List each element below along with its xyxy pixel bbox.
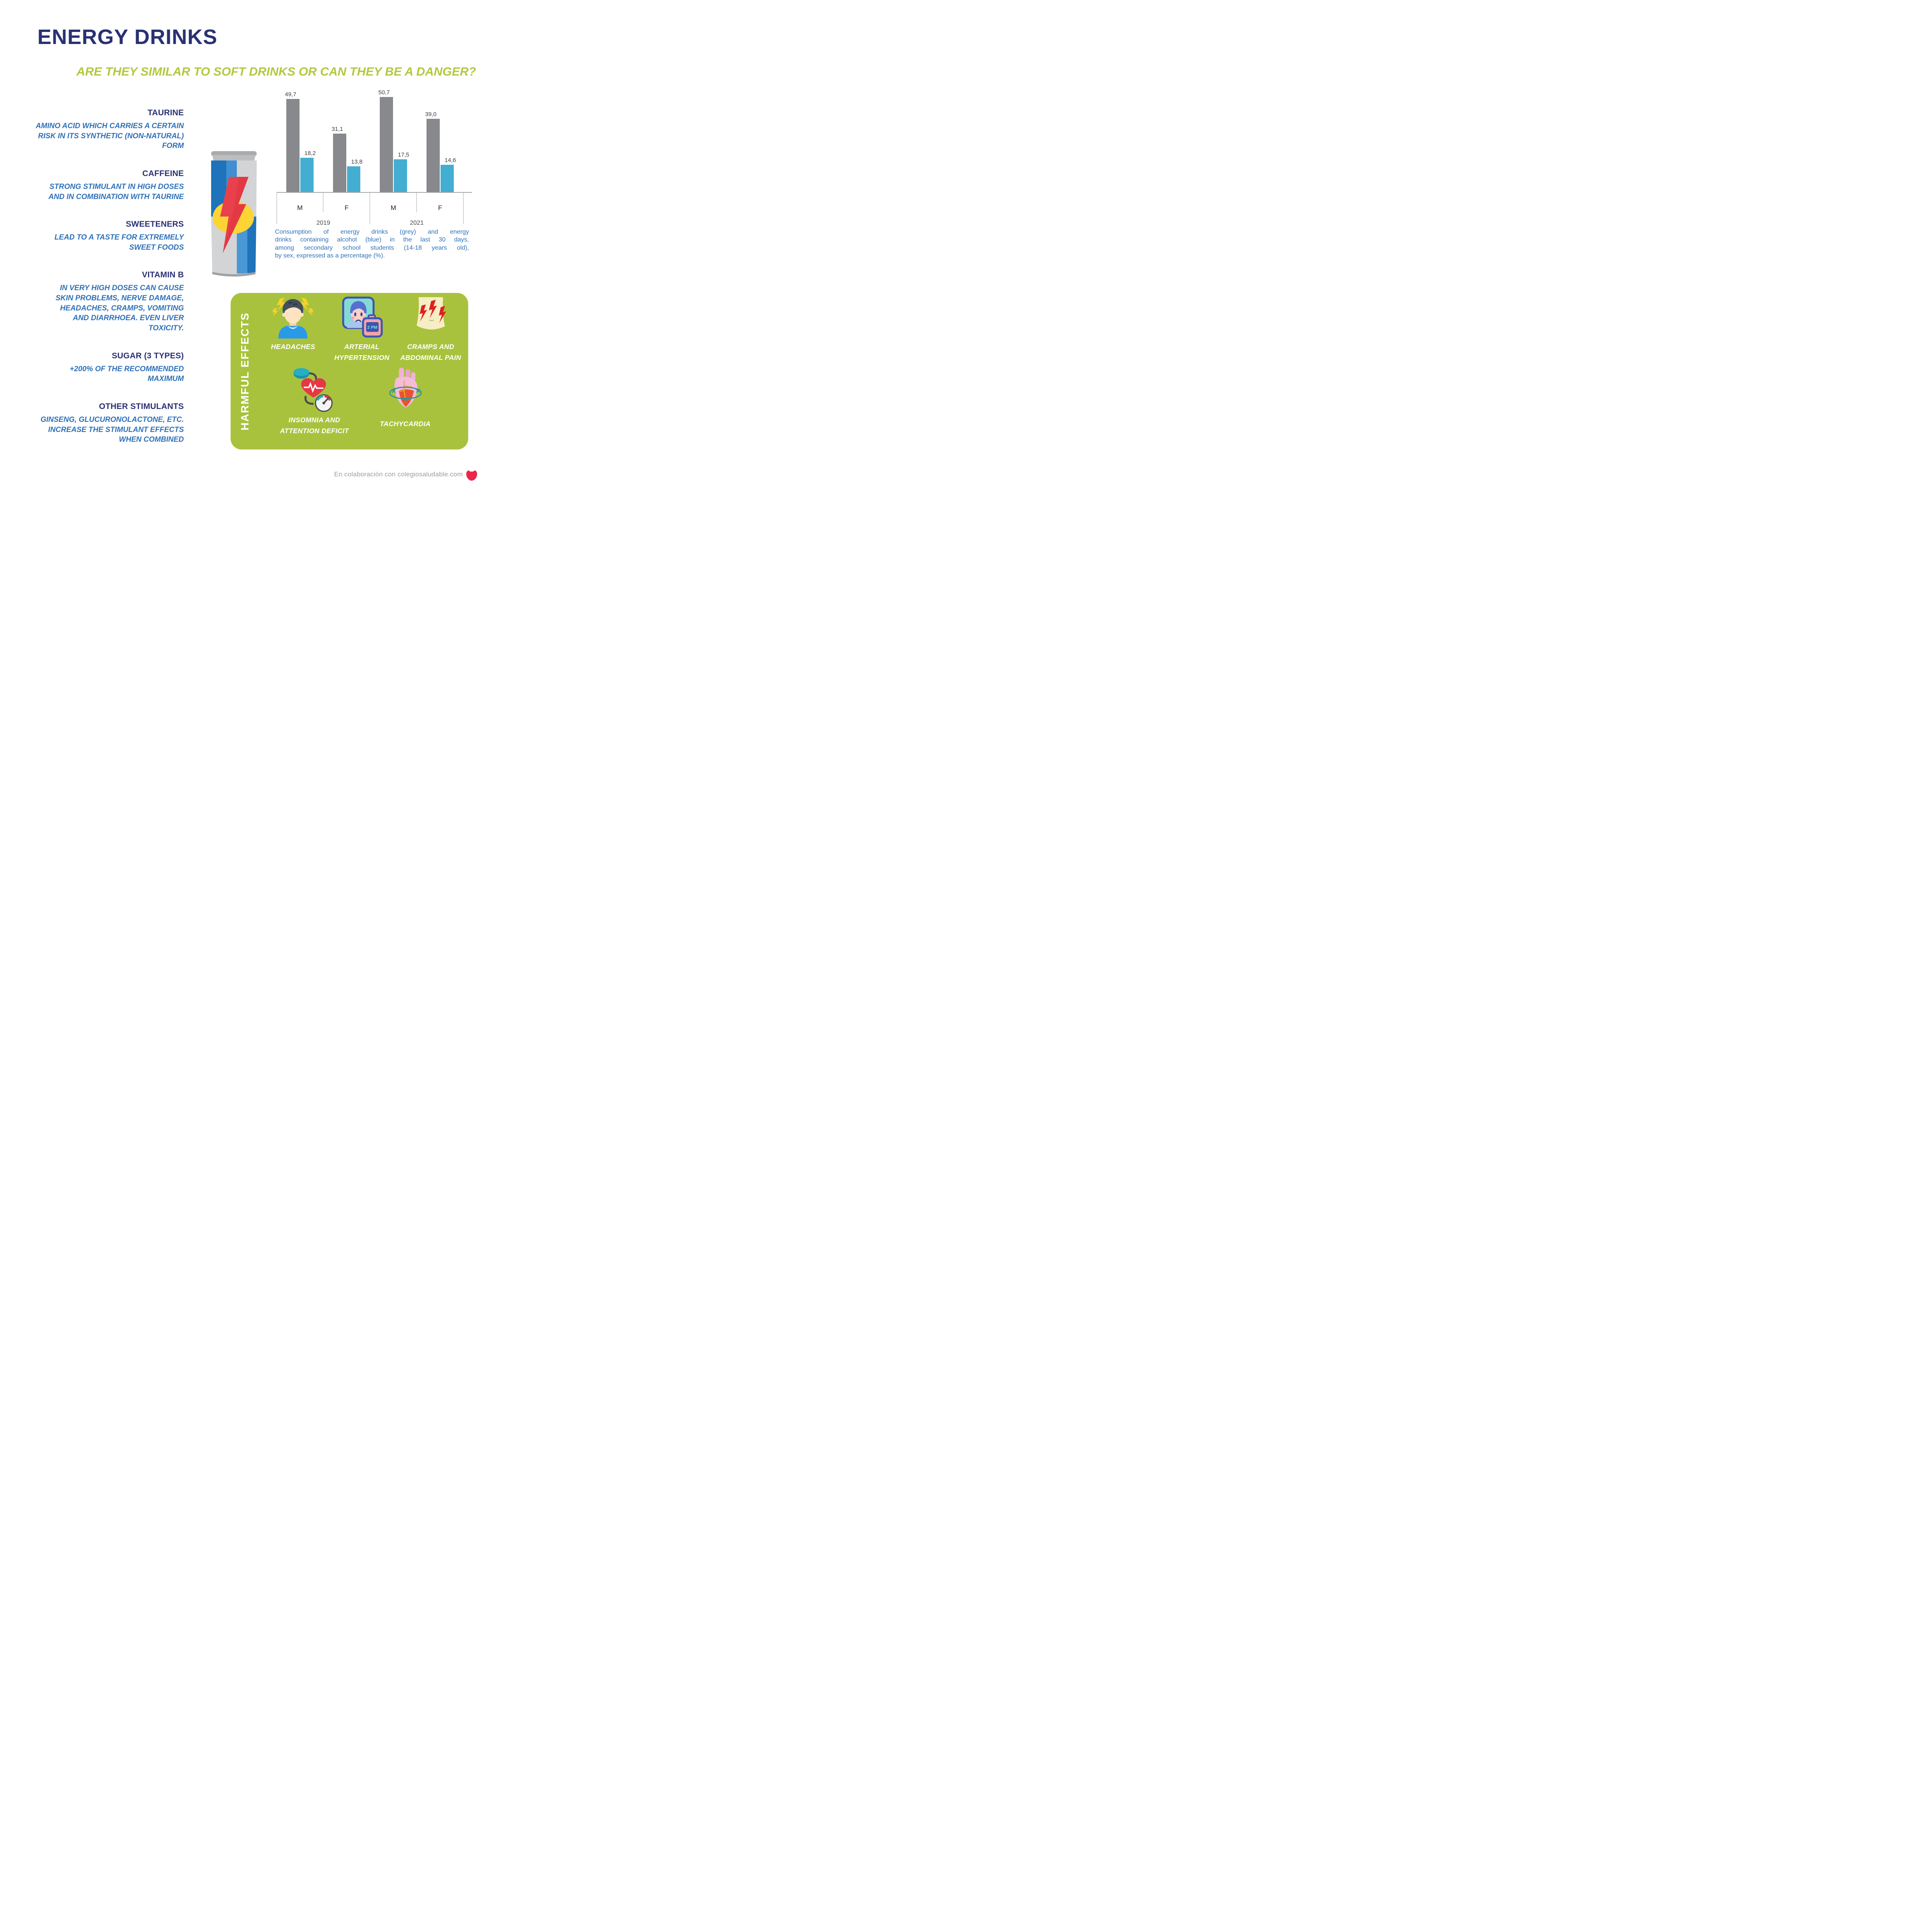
bar-with-label: 18,2 xyxy=(300,150,316,192)
ingredient-heading: CAFFEINE xyxy=(142,169,184,178)
bar xyxy=(427,119,440,192)
axis-tick xyxy=(416,193,417,212)
bar xyxy=(333,134,346,192)
bar xyxy=(347,166,360,192)
caption-line: by sex, expressed as a percentage (%). xyxy=(275,252,385,259)
effect-label: TACHYCARDIA xyxy=(380,420,431,428)
effect-label: CRAMPS AND ABDOMINAL PAIN xyxy=(400,343,461,361)
axis-tick xyxy=(463,193,464,224)
effect-arterial-hypertension: 2 PM ARTERIAL HYPERTENSION xyxy=(328,296,397,363)
bar-value-label: 18,2 xyxy=(304,150,316,157)
tachycardia-heart-icon xyxy=(389,367,422,408)
bar-with-label: 50,7 xyxy=(378,89,393,192)
chart-group: 39,0 14,6 xyxy=(417,89,464,192)
chart-group: 49,7 18,2 xyxy=(277,89,323,192)
sex-category-label: M xyxy=(297,204,303,212)
sex-category-label: F xyxy=(344,204,349,212)
effect-label: HEADACHES xyxy=(271,343,316,351)
bar-value-label: 13,8 xyxy=(351,158,363,165)
chart-caption: Consumption of energy drinks (grey) and … xyxy=(275,228,469,260)
ingredient-description: IN VERY HIGH DOSES CAN CAUSE SKIN PROBLE… xyxy=(55,284,184,333)
heart-rate-gauge-icon xyxy=(293,368,333,412)
energy-drink-can-illustration xyxy=(207,151,261,281)
year-label: 2019 xyxy=(316,220,330,226)
ingredient-section-caffeine: CAFFEINE STRONG STIMULANT IN HIGH DOSES … xyxy=(5,169,184,202)
page-subtitle: ARE THEY SIMILAR TO SOFT DRINKS OR CAN T… xyxy=(76,65,476,78)
harmful-effects-panel: HARMFUL EFFECTS xyxy=(231,293,468,450)
bar-with-label: 14,6 xyxy=(441,157,456,192)
ingredient-section-sweeteners: SWEETENERS LEAD TO A TASTE FOR EXTREMELY… xyxy=(5,220,184,252)
effect-insomnia-attention-deficit: INSOMNIA AND ATTENTION DEFICIT xyxy=(269,367,360,436)
effect-headaches: HEADACHES xyxy=(259,296,328,363)
effect-tachycardia: TACHYCARDIA xyxy=(360,367,451,436)
headache-icon xyxy=(272,297,314,339)
effects-grid: HEADACHES xyxy=(259,296,465,447)
sex-category-label: M xyxy=(390,204,397,212)
ingredient-section-sugar: SUGAR (3 TYPES) +200% OF THE RECOMMENDED… xyxy=(5,351,184,384)
abdominal-pain-icon xyxy=(416,297,446,330)
bar-with-label: 31,1 xyxy=(331,126,346,192)
bar-value-label: 31,1 xyxy=(331,126,343,133)
chart-group: 31,1 13,8 xyxy=(323,89,370,192)
bar-value-label: 50,7 xyxy=(378,89,390,96)
consumption-bar-chart: 49,7 18,2 31,1 13,8 50,7 17,5 39,0 14,6 M F M F 20… xyxy=(277,89,473,233)
chart-baseline xyxy=(277,192,472,193)
sex-category-label: F xyxy=(438,204,442,212)
bar-value-label: 49,7 xyxy=(285,91,296,98)
ingredient-list: TAURINE AMINO ACID WHICH CARRIES A CERTA… xyxy=(5,108,184,445)
ingredient-heading: SWEETENERS xyxy=(125,220,184,229)
year-label: 2021 xyxy=(410,220,424,226)
ingredient-heading: VITAMIN B xyxy=(142,270,184,280)
bar xyxy=(441,164,454,192)
effect-label: INSOMNIA AND ATTENTION DEFICIT xyxy=(280,416,349,435)
bar-with-label: 39,0 xyxy=(425,111,440,192)
ingredient-section-vitamin-b: VITAMIN B IN VERY HIGH DOSES CAN CAUSE S… xyxy=(5,270,184,333)
ingredient-heading: SUGAR (3 TYPES) xyxy=(111,351,184,360)
bar-with-label: 49,7 xyxy=(285,91,300,192)
bar-value-label: 17,5 xyxy=(398,151,409,158)
bar xyxy=(394,159,407,192)
footer-credit-text: En colaboración con colegiosaludable.com xyxy=(334,471,463,478)
chart-ticks xyxy=(277,193,464,228)
footer: En colaboración con colegiosaludable.com xyxy=(334,468,478,481)
caption-line: Consumption of energy drinks (grey) and … xyxy=(275,229,469,235)
ingredient-section-taurine: TAURINE AMINO ACID WHICH CARRIES A CERTA… xyxy=(5,108,184,151)
bar-value-label: 14,6 xyxy=(444,157,456,164)
bar-value-label: 39,0 xyxy=(425,111,437,118)
ingredient-section-other-stimulants: OTHER STIMULANTS GINSENG, GLUCURONOLACTO… xyxy=(5,402,184,445)
harmful-effects-title: HARMFUL EFFECTS xyxy=(239,312,251,430)
apple-logo xyxy=(466,469,477,481)
ingredient-heading: TAURINE xyxy=(147,108,184,117)
chart-plot: 49,7 18,2 31,1 13,8 50,7 17,5 39,0 14,6 xyxy=(277,89,464,192)
ingredient-description: GINSENG, GLUCURONOLACTONE, ETC. INCREASE… xyxy=(40,415,184,444)
bar xyxy=(380,97,393,192)
ingredient-description: STRONG STIMULANT IN HIGH DOSES AND IN CO… xyxy=(48,182,184,201)
effect-label: ARTERIAL HYPERTENSION xyxy=(334,343,390,361)
ingredient-heading: OTHER STIMULANTS xyxy=(99,402,184,411)
bar-with-label: 13,8 xyxy=(347,158,363,192)
caption-line: among secondary school students (14-18 y… xyxy=(275,244,469,251)
effects-row-1: HEADACHES xyxy=(259,296,465,363)
chart-year-labels: 2019 2021 xyxy=(277,220,464,227)
bar-with-label: 17,5 xyxy=(394,151,409,192)
bar xyxy=(300,158,314,192)
ingredient-description: AMINO ACID WHICH CARRIES A CERTAIN RISK … xyxy=(35,122,184,150)
caption-line: drinks containing alcohol (blue) in the … xyxy=(275,236,469,243)
ingredient-description: +200% OF THE RECOMMENDED MAXIMUM xyxy=(70,365,184,383)
infographic-page: ENERGY DRINKS ARE THEY SIMILAR TO SOFT D… xyxy=(0,0,483,483)
blood-pressure-monitor-icon: 2 PM xyxy=(342,296,383,338)
chart-group: 50,7 17,5 xyxy=(370,89,417,192)
bar xyxy=(286,99,300,192)
effects-row-2: INSOMNIA AND ATTENTION DEFICIT xyxy=(259,367,465,436)
can-icon xyxy=(211,151,257,277)
effect-cramps-abdominal-pain: CRAMPS AND ABDOMINAL PAIN xyxy=(396,296,465,363)
page-title: ENERGY DRINKS xyxy=(37,25,218,49)
device-screen-text: 2 PM xyxy=(367,325,377,330)
ingredient-description: LEAD TO A TASTE FOR EXTREMELY SWEET FOOD… xyxy=(54,233,184,252)
